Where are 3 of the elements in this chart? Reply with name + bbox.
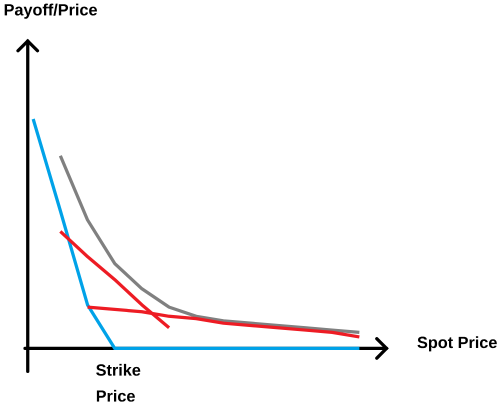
x-axis-title: Spot Price [418,336,497,352]
text: Payoff/Price [4,4,97,19]
text: Strike Price [96,364,140,402]
